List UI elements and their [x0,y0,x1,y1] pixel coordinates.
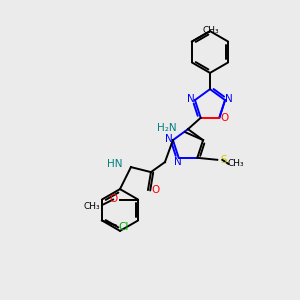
Text: N: N [187,94,195,104]
Text: CH₃: CH₃ [83,202,100,211]
Text: H₂N: H₂N [158,123,177,133]
Text: O: O [110,194,118,203]
Text: O: O [220,113,228,123]
Text: N: N [165,134,173,144]
Text: N: N [225,94,233,104]
Text: Cl: Cl [119,223,129,232]
Text: O: O [152,185,160,195]
Text: HN: HN [107,159,123,169]
Text: N: N [174,157,182,167]
Text: CH₃: CH₃ [203,26,220,35]
Text: CH₃: CH₃ [228,159,244,168]
Text: S: S [220,155,227,165]
